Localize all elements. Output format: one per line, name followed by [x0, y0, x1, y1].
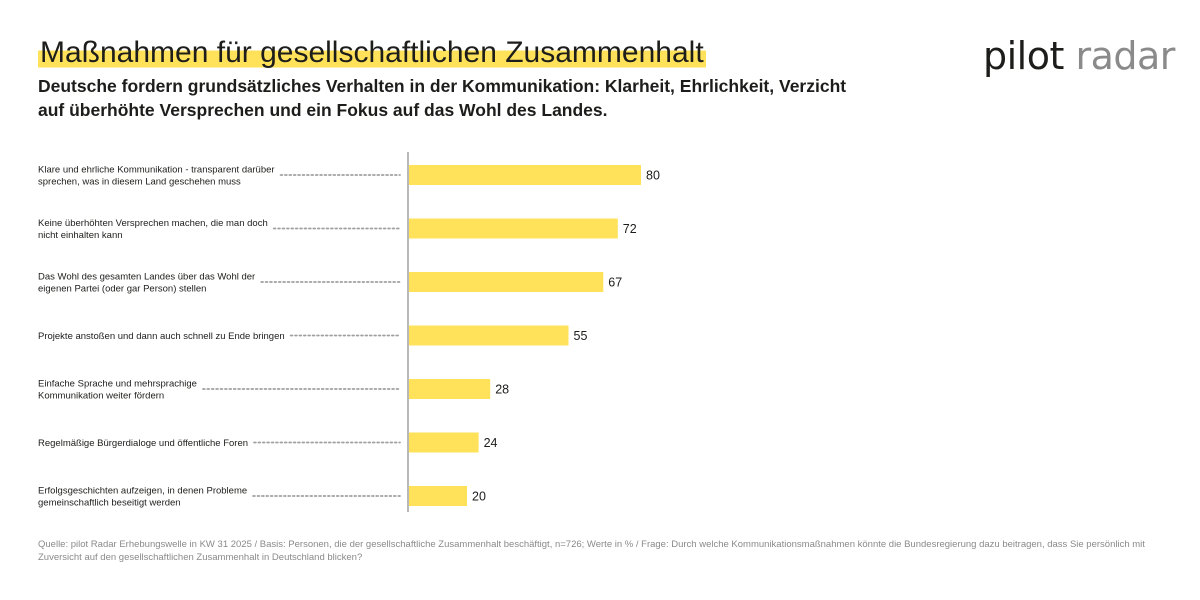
source-footnote: Quelle: pilot Radar Erhebungswelle in KW…: [38, 539, 1145, 563]
category-label: Regelmäßige Bürgerdialoge und öffentlich…: [38, 438, 248, 449]
page-subtitle: Deutsche fordern grundsätzliches Verhalt…: [38, 76, 847, 120]
value-label: 55: [574, 329, 588, 343]
title-wrap: Maßnahmen für gesellschaftlichen Zusamme…: [38, 36, 706, 70]
bar: [409, 486, 467, 506]
category-label: Projekte anstoßen und dann auch schnell …: [38, 331, 285, 342]
value-label: 67: [608, 276, 622, 290]
brand-logo: pilot radar: [983, 34, 1175, 78]
value-label: 20: [472, 490, 486, 504]
value-label: 28: [495, 383, 509, 397]
page-title: Maßnahmen für gesellschaftlichen Zusamme…: [38, 36, 706, 70]
value-label: 24: [484, 436, 498, 450]
category-label: Klare und ehrliche Kommunikation - trans…: [38, 165, 275, 188]
category-label: Einfache Sprache und mehrsprachige Kommun…: [38, 379, 197, 402]
value-label: 72: [623, 222, 637, 236]
logo-part-radar: radar: [1075, 34, 1175, 78]
category-label: Das Wohl des gesamten Landes über das Wo…: [38, 272, 255, 295]
bar: [409, 272, 604, 292]
category-label: Keine überhöhten Versprechen machen, die…: [38, 218, 268, 241]
bar: [409, 165, 641, 185]
value-label: 80: [646, 169, 660, 183]
logo-part-pilot: pilot: [983, 34, 1064, 78]
bar: [409, 325, 569, 346]
bar: [409, 218, 618, 239]
bar-chart: Klare und ehrliche Kommunikation - trans…: [38, 152, 660, 512]
category-label: Erfolgsgeschichten aufzeigen, in denen P…: [38, 486, 247, 509]
bar: [409, 379, 491, 399]
bar: [409, 432, 479, 453]
